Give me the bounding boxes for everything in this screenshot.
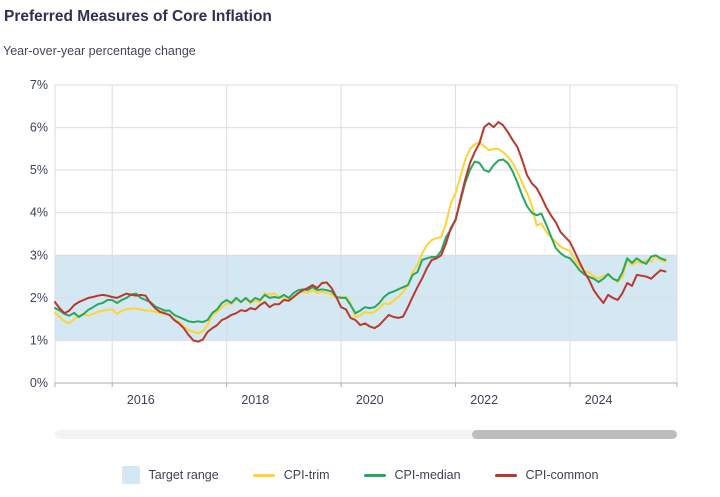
x-axis-year-label: 2024 [585,393,613,407]
legend-label: Target range [148,468,219,482]
y-axis-label: 6% [30,121,48,135]
inflation-line-chart[interactable]: 0% 1% 2% 3% 4% 5% 6% 7% 2016 2018 2020 2022 2024 [0,0,720,420]
y-axis-label: 5% [30,163,48,177]
chart-scrollbar-thumb[interactable] [471,430,677,439]
legend-label: CPI-median [394,468,461,482]
legend-item-cpi-median[interactable]: CPI-median [363,468,461,482]
cpi-median-line [54,158,667,324]
y-axis-label: 4% [30,206,48,220]
cpi-median-line-icon [363,473,386,477]
target-range-swatch [121,466,140,484]
legend-item-target-range[interactable]: Target range [121,466,219,484]
x-axis-year-label: 2018 [241,393,269,407]
y-axis-label: 0% [30,376,48,390]
chart-subtitle: Year-over-year percentage change [3,44,196,58]
cpi-trim-line-icon [252,473,275,477]
y-axis-label: 2% [30,291,48,305]
x-axis-year-label: 2016 [127,393,155,407]
chart-scrollbar-track[interactable] [55,430,677,439]
legend-item-cpi-common[interactable]: CPI-common [494,468,599,482]
legend-label: CPI-common [525,468,599,482]
y-axis-label: 7% [30,78,48,92]
cpi-common-line-icon [494,473,517,477]
legend-item-cpi-trim[interactable]: CPI-trim [252,468,330,482]
x-axis-year-label: 2022 [470,393,498,407]
y-axis-label: 3% [30,248,48,262]
cpi-trim-line [54,141,667,335]
x-axis-year-label: 2020 [356,393,384,407]
page-title: Preferred Measures of Core Inflation [4,8,272,25]
cpi-common-line [54,121,667,343]
y-axis-label: 1% [30,333,48,347]
legend-label: CPI-trim [283,468,330,482]
chart-legend: Target range CPI-trim CPI-median CPI-common [0,466,720,484]
